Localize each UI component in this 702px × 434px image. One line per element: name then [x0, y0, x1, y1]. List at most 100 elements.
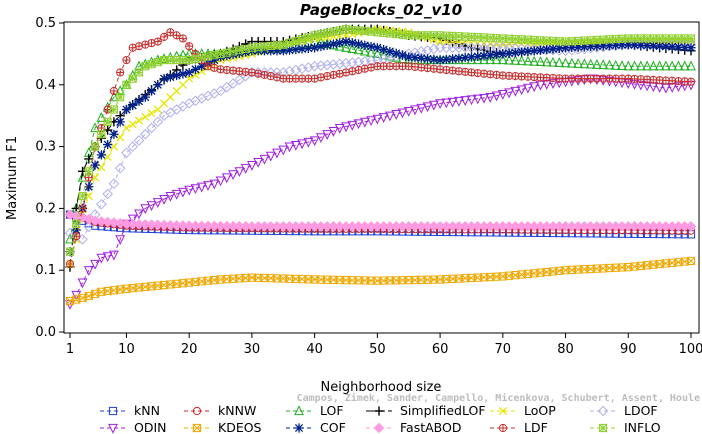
data-point [473, 51, 483, 61]
data-point [391, 110, 402, 120]
data-point [347, 43, 358, 54]
data-point [347, 38, 357, 48]
y-axis: 0.0 0.1 0.2 0.3 0.4 0.5 [35, 16, 64, 340]
data-point [548, 56, 558, 67]
data-point [235, 46, 244, 55]
data-point [96, 198, 107, 210]
data-point [535, 45, 546, 55]
series-line [69, 41, 692, 252]
x-axis-label: Neighborhood size [321, 380, 442, 395]
data-point [579, 58, 590, 69]
data-point [184, 67, 194, 78]
data-point [127, 141, 139, 152]
data-point [636, 40, 646, 50]
data-point [341, 42, 351, 52]
data-point [77, 171, 88, 182]
data-point [648, 41, 658, 51]
data-point [541, 56, 552, 67]
data-point [316, 133, 326, 144]
data-point [428, 43, 440, 55]
data-point [77, 278, 88, 289]
data-point [272, 41, 282, 50]
data-point [171, 189, 182, 200]
data-point [686, 43, 696, 53]
data-point [64, 227, 76, 239]
y-tick-label: 0.3 [35, 140, 56, 155]
data-point [109, 86, 119, 96]
data-point [71, 290, 82, 301]
data-point [147, 60, 156, 69]
data-point [510, 54, 521, 65]
data-point [629, 40, 640, 50]
data-point [228, 170, 238, 181]
series-line [69, 44, 691, 240]
data-point [209, 55, 219, 65]
data-point [322, 130, 333, 140]
data-point [165, 191, 176, 202]
data-point [284, 142, 295, 153]
data-point [441, 54, 451, 65]
x-tick-label: 20 [181, 342, 198, 357]
data-point [310, 31, 319, 40]
data-point [122, 80, 131, 89]
data-point [335, 38, 345, 48]
data-point [673, 60, 684, 71]
data-point [272, 46, 282, 56]
data-point [65, 233, 75, 244]
data-point [152, 198, 163, 208]
legend-marker [498, 423, 508, 433]
data-point [566, 57, 577, 68]
data-point [159, 74, 169, 84]
data-point [203, 181, 213, 191]
data-point [542, 44, 552, 55]
data-point [366, 41, 376, 52]
y-tick-label: 0.4 [35, 78, 56, 93]
data-point [178, 34, 188, 43]
data-point [686, 60, 696, 71]
legend-label: SimplifiedLOF [400, 403, 486, 418]
legend-label: LoOP [524, 403, 556, 418]
data-point [592, 41, 602, 51]
data-point [116, 133, 125, 142]
data-point [297, 44, 307, 54]
data-point [529, 46, 539, 56]
data-point [378, 113, 389, 123]
data-point [479, 54, 489, 65]
x-tick-label: 40 [306, 342, 323, 357]
data-point [360, 40, 370, 50]
x-tick-label: 10 [118, 342, 135, 357]
data-point [108, 217, 120, 228]
data-point [510, 48, 520, 58]
legend-item: KDEOS [184, 420, 262, 434]
data-point [96, 112, 107, 122]
data-point [372, 114, 383, 125]
data-point [567, 42, 577, 53]
data-point [410, 105, 420, 116]
data-point [266, 46, 276, 56]
series-ldf [65, 28, 696, 269]
data-point [109, 91, 119, 102]
data-point [291, 44, 301, 55]
data-point [328, 127, 339, 137]
data-point [667, 42, 677, 52]
data-point [629, 60, 640, 71]
data-point [617, 40, 627, 50]
x-tick-label: 70 [495, 342, 512, 357]
data-point [454, 39, 464, 49]
legend-item: INFLO [590, 420, 661, 434]
data-point [404, 52, 414, 62]
data-point [90, 259, 100, 270]
data-point [102, 188, 113, 200]
data-point [491, 54, 502, 65]
data-point [83, 266, 94, 276]
data-point [648, 60, 659, 71]
data-point [190, 184, 201, 195]
legend-marker [108, 423, 118, 434]
data-point [265, 151, 276, 162]
data-point [448, 54, 458, 64]
data-point [133, 135, 145, 146]
data-point [303, 43, 313, 53]
data-point [623, 60, 634, 71]
data-point [523, 83, 533, 94]
data-point [529, 55, 540, 66]
